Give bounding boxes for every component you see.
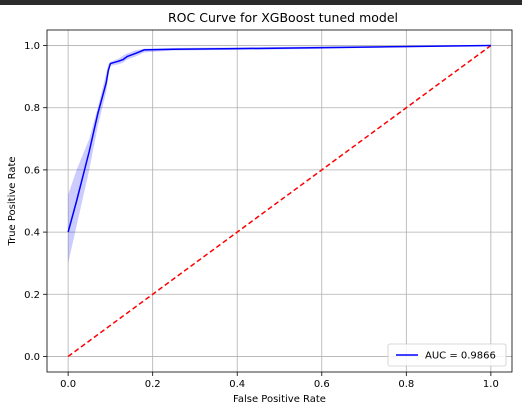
y-tick-label: 0.8 xyxy=(24,103,40,114)
legend: AUC = 0.9866 xyxy=(387,343,507,367)
x-tick-label: 0.4 xyxy=(229,379,245,390)
x-axis-label: False Positive Rate xyxy=(233,394,326,405)
plot-area xyxy=(67,44,492,358)
notebook-top-strip xyxy=(0,0,522,5)
y-tick-label: 1.0 xyxy=(24,41,40,52)
y-tick-label: 0.2 xyxy=(24,290,40,301)
legend-label-auc: AUC = 0.9866 xyxy=(425,351,496,362)
y-axis-label: True Positive Rate xyxy=(7,156,18,246)
y-tick-label: 0.6 xyxy=(24,165,40,176)
y-tick-label: 0.4 xyxy=(24,228,40,239)
x-axis-ticks: 0.0 0.2 0.4 0.6 0.8 1.0 xyxy=(60,372,499,390)
x-tick-label: 0.8 xyxy=(398,379,414,390)
chart-title: ROC Curve for XGBoost tuned model xyxy=(168,10,398,25)
plot-frame xyxy=(46,29,513,373)
reference-diagonal-line xyxy=(67,44,492,358)
x-tick-label: 1.0 xyxy=(483,379,499,390)
x-tick-label: 0.0 xyxy=(60,379,76,390)
legend-box xyxy=(387,343,507,367)
x-tick-label: 0.6 xyxy=(314,379,330,390)
grid xyxy=(47,30,512,372)
y-axis-ticks: 0.0 0.2 0.4 0.6 0.8 1.0 xyxy=(24,41,47,363)
roc-curve-line xyxy=(67,44,491,233)
roc-chart: ROC Curve for XGBoost tuned model 0.0 0.2… xyxy=(7,10,513,405)
x-tick-label: 0.2 xyxy=(145,379,161,390)
roc-confidence-band xyxy=(68,45,491,264)
y-tick-label: 0.0 xyxy=(24,352,40,363)
